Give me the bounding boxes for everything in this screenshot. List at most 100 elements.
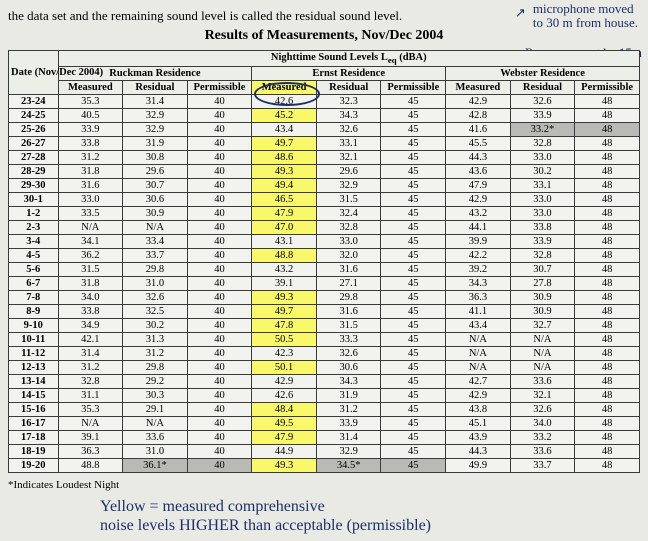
cell-value: 45 — [381, 193, 446, 207]
cell-value: 30.9 — [510, 305, 575, 319]
cell-value: 45 — [381, 291, 446, 305]
cell-value: N/A — [58, 417, 123, 431]
cell-value: 43.2 — [446, 207, 511, 221]
cell-value: N/A — [510, 347, 575, 361]
cell-value: N/A — [446, 333, 511, 347]
cell-value: 32.7 — [510, 319, 575, 333]
cell-value: 48 — [575, 193, 640, 207]
cell-date: 30-1 — [9, 193, 59, 207]
cell-value: 42.9 — [446, 95, 511, 109]
cell-value: 40 — [187, 235, 252, 249]
cell-value: 45 — [381, 445, 446, 459]
cell-value: 48.4 — [252, 403, 317, 417]
cell-value: 49.3 — [252, 165, 317, 179]
cell-value: 33.0 — [510, 151, 575, 165]
cell-value: 39.9 — [446, 235, 511, 249]
cell-value: 33.6 — [510, 445, 575, 459]
cell-date: 25-26 — [9, 123, 59, 137]
cell-date: 14-15 — [9, 389, 59, 403]
cell-value: 40 — [187, 221, 252, 235]
cell-date: 15-16 — [9, 403, 59, 417]
subcol-resid: Residual — [316, 81, 381, 95]
cell-date: 10-11 — [9, 333, 59, 347]
cell-value: N/A — [510, 333, 575, 347]
cell-value: 43.9 — [446, 431, 511, 445]
cell-value: 45 — [381, 277, 446, 291]
cell-value: 27.8 — [510, 277, 575, 291]
cell-value: 45 — [381, 95, 446, 109]
cell-value: 43.8 — [446, 403, 511, 417]
cell-value: 42.6 — [252, 389, 317, 403]
cell-value: 36.3 — [58, 445, 123, 459]
cell-value: 48 — [575, 123, 640, 137]
table-row: 2-3N/AN/A4047.032.84544.133.848 — [9, 221, 640, 235]
cell-value: 40 — [187, 417, 252, 431]
cell-value: 31.6 — [58, 179, 123, 193]
cell-value: 48 — [575, 165, 640, 179]
cell-value: 33.8 — [58, 305, 123, 319]
cell-value: 48 — [575, 459, 640, 473]
cell-date: 24-25 — [9, 109, 59, 123]
handwriting-bottom: Yellow = measured comprehensive noise le… — [100, 497, 431, 535]
footnote: *Indicates Loudest Night — [8, 479, 640, 491]
cell-value: 31.4 — [316, 431, 381, 445]
cell-value: 43.1 — [252, 235, 317, 249]
cell-value: 45.1 — [446, 417, 511, 431]
cell-value: 32.1 — [510, 389, 575, 403]
cell-value: 48 — [575, 445, 640, 459]
cell-value: N/A — [446, 361, 511, 375]
cell-value: 44.3 — [446, 151, 511, 165]
cell-value: 49.9 — [446, 459, 511, 473]
cell-value: 45 — [381, 235, 446, 249]
cell-date: 11-12 — [9, 347, 59, 361]
cell-value: 32.8 — [510, 249, 575, 263]
cell-value: 33.2* — [510, 123, 575, 137]
cell-value: 31.9 — [316, 389, 381, 403]
cell-date: 23-24 — [9, 95, 59, 109]
table-row: 26-2733.831.94049.733.14545.532.848 — [9, 137, 640, 151]
cell-value: 29.2 — [123, 375, 188, 389]
cell-value: 32.4 — [316, 207, 381, 221]
cell-value: 48 — [575, 95, 640, 109]
cell-value: 45 — [381, 431, 446, 445]
cell-value: 33.0 — [58, 193, 123, 207]
cell-value: 34.0 — [510, 417, 575, 431]
cell-value: 50.1 — [252, 361, 317, 375]
cell-value: 30.7 — [510, 263, 575, 277]
cell-value: 46.5 — [252, 193, 317, 207]
cell-value: 33.8 — [510, 221, 575, 235]
cell-value: 45 — [381, 165, 446, 179]
cell-value: 47.9 — [446, 179, 511, 193]
cell-date: 9-10 — [9, 319, 59, 333]
cell-value: 31.2 — [58, 151, 123, 165]
cell-value: 42.1 — [58, 333, 123, 347]
cell-value: 33.9 — [510, 109, 575, 123]
cell-value: 48 — [575, 375, 640, 389]
cell-value: 50.5 — [252, 333, 317, 347]
cell-value: 27.1 — [316, 277, 381, 291]
cell-value: 34.3 — [316, 109, 381, 123]
table-row: 15-1635.329.14048.431.24543.832.648 — [9, 403, 640, 417]
cell-value: 49.7 — [252, 137, 317, 151]
cell-value: 45 — [381, 347, 446, 361]
cell-value: 45 — [381, 375, 446, 389]
cell-value: N/A — [123, 417, 188, 431]
cell-value: 48 — [575, 305, 640, 319]
cell-value: 31.1 — [58, 389, 123, 403]
cell-value: 32.9 — [316, 445, 381, 459]
cell-value: 33.9 — [58, 123, 123, 137]
table-row: 16-17N/AN/A4049.533.94545.134.048 — [9, 417, 640, 431]
cell-value: 48 — [575, 431, 640, 445]
cell-value: 40 — [187, 291, 252, 305]
cell-value: 30.6 — [316, 361, 381, 375]
table-row: 18-1936.331.04044.932.94544.333.648 — [9, 445, 640, 459]
cell-value: 48 — [575, 151, 640, 165]
cell-value: 34.5* — [316, 459, 381, 473]
cell-date: 28-29 — [9, 165, 59, 179]
cell-value: 42.7 — [446, 375, 511, 389]
cell-value: 33.5 — [58, 207, 123, 221]
cell-value: 33.3 — [316, 333, 381, 347]
table-row: 30-133.030.64046.531.54542.933.048 — [9, 193, 640, 207]
cell-value: 40 — [187, 123, 252, 137]
cell-value: 40 — [187, 109, 252, 123]
